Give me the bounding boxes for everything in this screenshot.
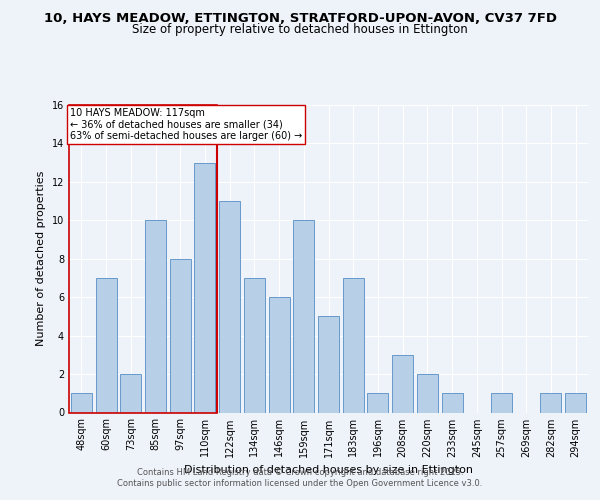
Bar [541,394,562,412]
Text: Size of property relative to detached houses in Ettington: Size of property relative to detached ho… [132,24,468,36]
Bar [392,355,413,412]
Bar [491,394,512,412]
Bar [219,201,240,412]
Bar [269,297,290,412]
Bar [417,374,438,412]
Bar [244,278,265,412]
Bar [194,162,215,412]
Text: Contains HM Land Registry data © Crown copyright and database right 2025.
Contai: Contains HM Land Registry data © Crown c… [118,468,482,487]
Y-axis label: Number of detached properties: Number of detached properties [36,171,46,346]
X-axis label: Distribution of detached houses by size in Ettington: Distribution of detached houses by size … [184,465,473,475]
Bar [367,394,388,412]
Bar [293,220,314,412]
Text: 10 HAYS MEADOW: 117sqm
← 36% of detached houses are smaller (34)
63% of semi-det: 10 HAYS MEADOW: 117sqm ← 36% of detached… [70,108,302,141]
Bar [71,394,92,412]
Bar [343,278,364,412]
Bar [95,278,116,412]
Bar [145,220,166,412]
Bar [69,105,217,412]
Bar [442,394,463,412]
Bar [565,394,586,412]
Bar [120,374,141,412]
Bar [170,259,191,412]
Bar [318,316,339,412]
Text: 10, HAYS MEADOW, ETTINGTON, STRATFORD-UPON-AVON, CV37 7FD: 10, HAYS MEADOW, ETTINGTON, STRATFORD-UP… [44,12,557,26]
